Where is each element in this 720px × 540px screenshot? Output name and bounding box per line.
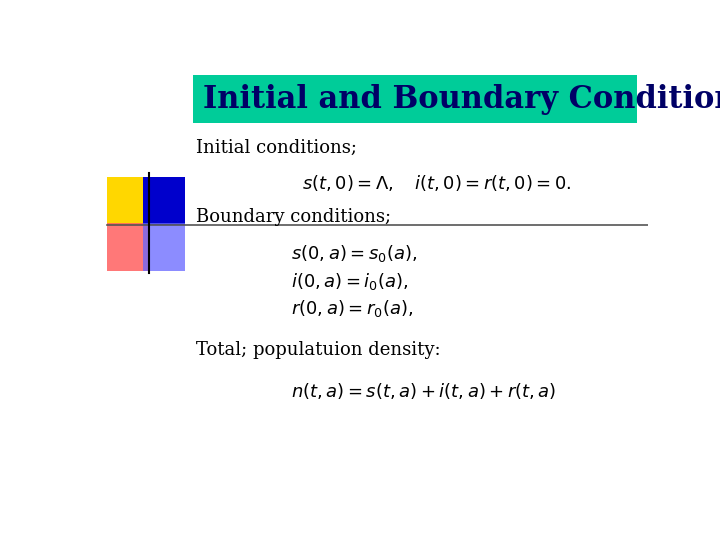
Text: $r(0,a)=r_0(a),$: $r(0,a)=r_0(a),$ bbox=[291, 298, 413, 319]
Bar bbox=[143, 223, 185, 271]
Text: $n(t,a)=s(t,a)+i(t,a)+r(t,a)$: $n(t,a)=s(t,a)+i(t,a)+r(t,a)$ bbox=[291, 381, 557, 401]
Text: $s(0,a)=s_0(a),$: $s(0,a)=s_0(a),$ bbox=[291, 244, 417, 265]
Text: Initial and Boundary Conditions: Initial and Boundary Conditions bbox=[203, 84, 720, 114]
Text: $i(0,a)=i_0(a),$: $i(0,a)=i_0(a),$ bbox=[291, 271, 408, 292]
Bar bbox=[193, 75, 636, 123]
Text: Boundary conditions;: Boundary conditions; bbox=[196, 207, 391, 226]
Bar bbox=[107, 223, 148, 271]
Text: $s(t,0)=\Lambda,\quad i(t,0)=r(t,0)=0.$: $s(t,0)=\Lambda,\quad i(t,0)=r(t,0)=0.$ bbox=[302, 173, 572, 193]
Bar bbox=[107, 177, 148, 225]
Bar bbox=[143, 177, 185, 225]
Text: Total; populatuion density:: Total; populatuion density: bbox=[196, 341, 441, 359]
Text: Initial conditions;: Initial conditions; bbox=[196, 139, 357, 157]
